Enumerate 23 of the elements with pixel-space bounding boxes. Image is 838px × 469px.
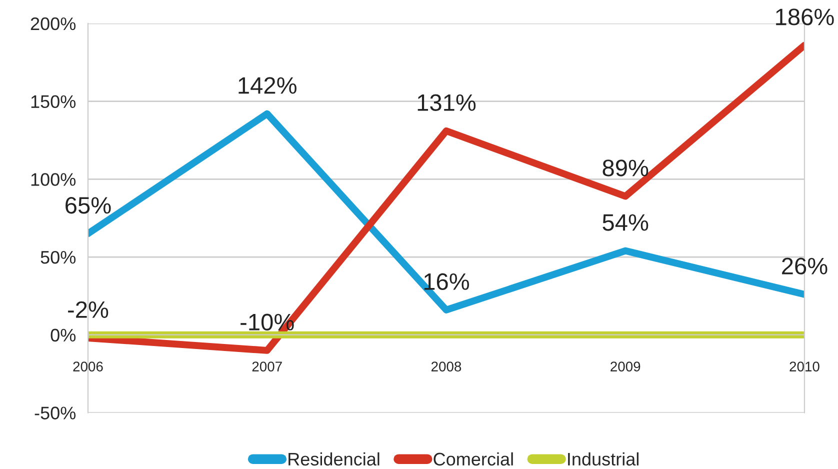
data-label: -2% — [68, 301, 108, 318]
legend-label: Residencial — [288, 452, 380, 466]
y-tick-label: 150% — [31, 95, 76, 108]
data-label: 16% — [424, 273, 470, 290]
x-tick-label: 2007 — [252, 362, 282, 372]
legend-label: Comercial — [434, 452, 513, 466]
y-tick-label: 0% — [50, 328, 76, 342]
legend-label: Industrial — [568, 452, 638, 466]
data-label: 142% — [238, 77, 296, 94]
x-tick-label: 2010 — [790, 362, 820, 372]
x-tick-label: 2008 — [431, 362, 462, 372]
x-tick-label: 2009 — [610, 362, 640, 372]
data-label: 131% — [418, 94, 476, 111]
data-label: 26% — [782, 258, 828, 274]
data-label: 89% — [602, 160, 648, 176]
data-label: 186% — [776, 8, 834, 26]
data-label: 65% — [66, 196, 111, 214]
y-tick-label: -50% — [34, 406, 76, 420]
y-tick-label: 100% — [31, 173, 76, 186]
data-label: 54% — [602, 214, 648, 231]
y-tick-label: 200% — [30, 17, 76, 30]
x-tick-label: 2006 — [73, 362, 103, 372]
y-tick-label: 50% — [40, 250, 76, 264]
